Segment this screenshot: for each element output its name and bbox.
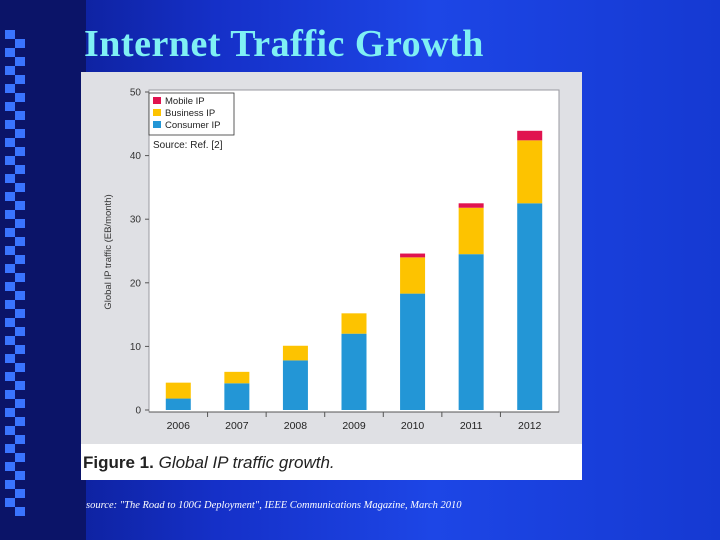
source-note: source: "The Road to 100G Deployment", I… [86, 500, 462, 511]
bar-business-2012 [517, 140, 543, 204]
caption-label: Figure 1. [83, 453, 154, 472]
legend-label-business: Business IP [165, 108, 215, 119]
legend-label-consumer: Consumer IP [165, 120, 220, 131]
y-tick-label: 10 [130, 342, 142, 353]
legend-swatch-consumer [153, 121, 161, 128]
x-axis-labels: 2006 2007 2008 2009 2010 2011 2012 [167, 412, 542, 432]
decorative-squares [5, 30, 15, 512]
y-tick-label: 0 [135, 406, 141, 417]
bar-consumer-2009 [341, 333, 367, 410]
bar-mobile-2012 [517, 130, 543, 141]
x-tick-label: 2010 [401, 420, 425, 432]
legend-box [148, 92, 235, 136]
figure-caption: Figure 1. Global IP traffic growth. [81, 446, 584, 480]
y-tick-label: 20 [130, 278, 142, 289]
chart-panel: 0 10 20 30 40 50 2006 2007 2008 2009 2010 2011 2012… [81, 72, 582, 444]
bar-business-2007 [224, 371, 250, 384]
bar-consumer-2007 [224, 383, 250, 410]
legend-swatch-business [153, 109, 161, 116]
y-tick-label: 30 [130, 215, 142, 226]
figure: 0 10 20 30 40 50 2006 2007 2008 2009 2010 2011 2012… [81, 72, 582, 480]
bar-mobile-2010 [400, 253, 426, 258]
x-tick-label: 2008 [284, 420, 308, 432]
source-reference: Source: Ref. [2] [153, 140, 223, 151]
y-axis-ticks: 0 10 20 30 40 50 [130, 88, 149, 417]
caption-text: Global IP traffic growth. [158, 453, 335, 472]
x-tick-label: 2006 [167, 420, 191, 432]
bar-consumer-2010 [400, 293, 426, 410]
bar-business-2009 [341, 313, 367, 334]
bar-business-2011 [458, 207, 484, 255]
bars [165, 130, 543, 410]
bar-business-2010 [400, 257, 426, 294]
bar-business-2006 [165, 382, 191, 399]
x-tick-label: 2012 [518, 420, 542, 432]
bar-business-2008 [282, 345, 308, 361]
bar-consumer-2006 [165, 398, 191, 410]
bar-mobile-2011 [458, 203, 484, 208]
y-tick-label: 50 [130, 88, 142, 99]
legend-swatch-mobile [153, 97, 161, 104]
slide-title: Internet Traffic Growth [84, 23, 484, 65]
decorative-squares [15, 39, 25, 521]
legend: Mobile IP Business IP Consumer IP [148, 92, 235, 136]
slide-left-strip [0, 0, 86, 540]
bar-consumer-2012 [517, 203, 543, 410]
bar-chart: 0 10 20 30 40 50 2006 2007 2008 2009 2010 2011 2012… [103, 88, 560, 432]
y-axis-label: Global IP traffic (EB/month) [103, 194, 114, 309]
bar-consumer-2011 [458, 254, 484, 410]
bar-consumer-2008 [282, 360, 308, 410]
legend-label-mobile: Mobile IP [165, 96, 205, 107]
x-tick-label: 2007 [225, 420, 249, 432]
x-tick-label: 2011 [460, 420, 483, 432]
y-tick-label: 40 [130, 151, 142, 162]
x-tick-label: 2009 [342, 420, 366, 432]
